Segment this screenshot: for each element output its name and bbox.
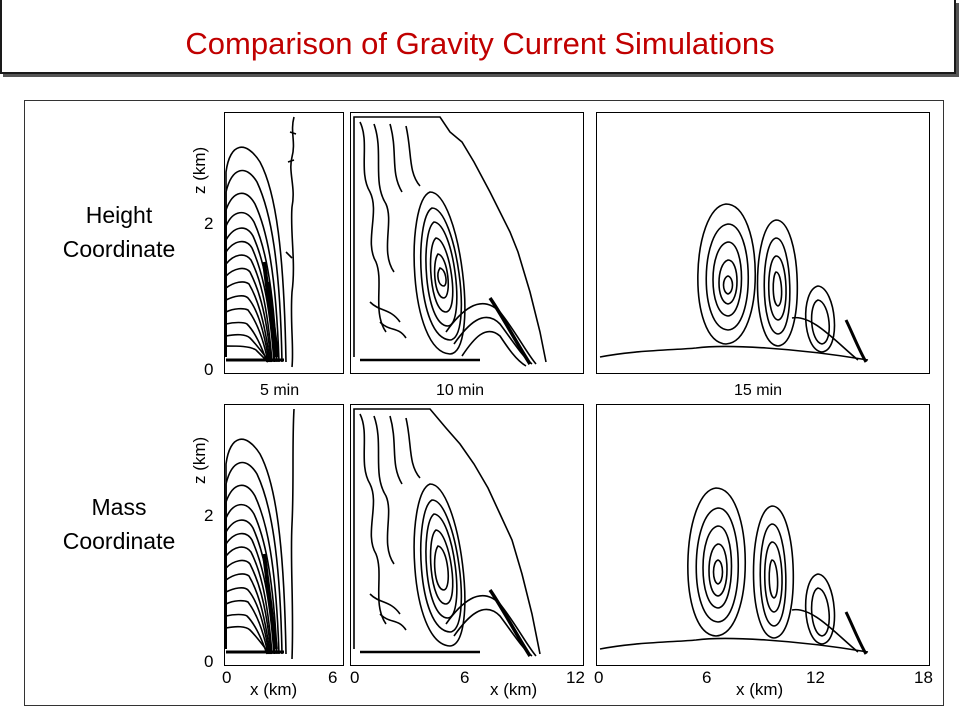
x-axis-label-panel1: x (km) — [250, 680, 298, 699]
x-tick-18-panel3: 18 — [914, 668, 933, 687]
contour-panel-height-5min — [224, 112, 344, 374]
x-tick-6-panel1: 6 — [328, 668, 338, 687]
x-tick-0-panel2: 0 — [350, 668, 360, 687]
x-axis-label-panel3: x (km) — [736, 680, 784, 699]
row-label-height-line1: Height — [85, 202, 153, 228]
row-label-mass-line1: Mass — [91, 494, 147, 520]
x-tick-12-panel3: 12 — [806, 668, 825, 687]
title-bar — [0, 0, 956, 74]
z-tick-2-bottom: 2 — [204, 506, 214, 525]
time-label-10min: 10 min — [436, 382, 485, 399]
contour-panel-mass-10min — [350, 404, 584, 666]
x-tick-0-panel1: 0 — [222, 668, 232, 687]
x-tick-6-panel3: 6 — [702, 668, 712, 687]
figure-frame — [24, 100, 944, 706]
row-label-mass-line2: Coordinate — [62, 528, 176, 554]
x-tick-0-panel3: 0 — [594, 668, 604, 687]
contour-panel-mass-5min — [224, 404, 344, 666]
z-axis-label-top: z (km) — [190, 146, 209, 194]
z-tick-0-top: 0 — [204, 360, 214, 379]
x-tick-6-panel2: 6 — [460, 668, 470, 687]
contour-panel-height-15min — [596, 112, 930, 374]
z-tick-2-top: 2 — [204, 214, 214, 233]
row-label-height-line2: Coordinate — [62, 236, 176, 262]
x-tick-12-panel2: 12 — [566, 668, 585, 687]
contour-panel-mass-15min — [596, 404, 930, 666]
time-label-5min: 5 min — [260, 382, 300, 399]
row-label-height: Height Coordinate — [44, 198, 194, 266]
contour-panel-height-10min — [350, 112, 584, 374]
x-axis-label-panel2: x (km) — [490, 680, 538, 699]
page-title: Comparison of Gravity Current Simulation… — [185, 26, 775, 61]
z-tick-0-bottom: 0 — [204, 652, 214, 671]
time-label-15min: 15 min — [734, 382, 783, 399]
z-axis-label-bottom: z (km) — [190, 436, 209, 484]
row-label-mass: Mass Coordinate — [44, 490, 194, 558]
